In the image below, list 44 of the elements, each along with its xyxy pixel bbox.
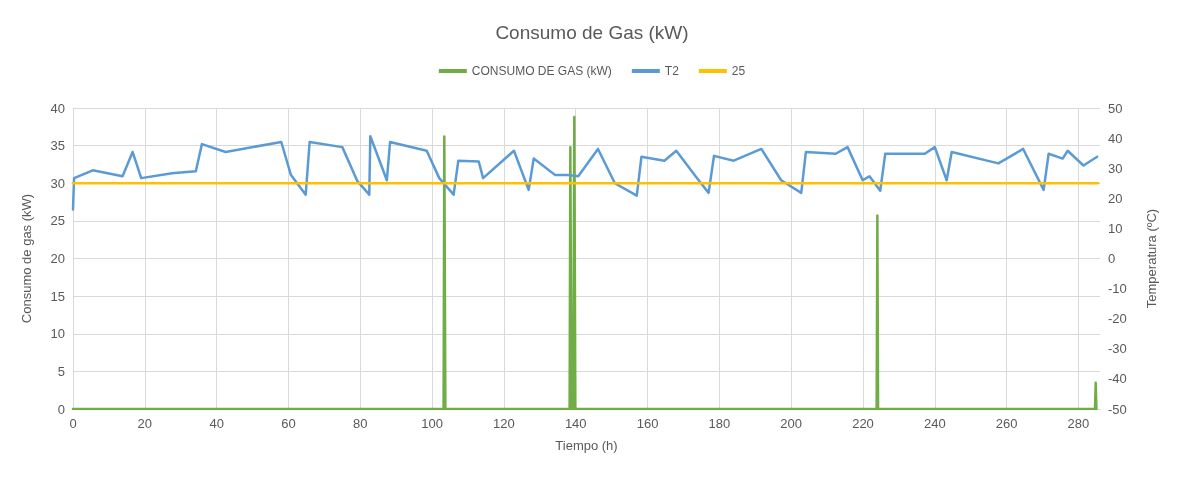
x-tick-label: 160 — [636, 416, 659, 431]
x-tick-label: 200 — [780, 416, 803, 431]
x-tick-label: 260 — [995, 416, 1018, 431]
y2-tick-label: 0 — [1108, 251, 1116, 266]
y-tick-label: 35 — [50, 138, 65, 154]
x-tick-label: 140 — [564, 416, 587, 431]
y2-tick-label: 40 — [1108, 130, 1123, 146]
y-tick-label: 20 — [50, 251, 65, 266]
y-tick-label: 25 — [50, 213, 65, 229]
x-tick-label: 20 — [137, 416, 153, 431]
y-tick-label: 0 — [57, 401, 65, 417]
y2-tick-label: 20 — [1108, 190, 1123, 206]
x-tick-label: 100 — [421, 416, 443, 431]
chart-title: Consumo de Gas (kW) — [495, 22, 689, 43]
y2-tick-label: -50 — [1108, 401, 1127, 417]
x-tick-label: 240 — [923, 416, 946, 431]
y2-tick-label: 10 — [1108, 220, 1123, 236]
y2-tick-label: -20 — [1108, 311, 1127, 327]
x-tick-label: 40 — [209, 416, 224, 431]
y2-tick-label: -40 — [1108, 371, 1127, 387]
legend-label: 25 — [731, 64, 746, 78]
y-axis-title: Consumo de gas (kW) — [19, 193, 34, 324]
y2-tick-label: 50 — [1108, 100, 1123, 116]
x-tick-label: 220 — [852, 416, 874, 431]
legend-label: T2 — [664, 64, 680, 78]
x-tick-label: 60 — [281, 416, 296, 431]
x-tick-label: 180 — [708, 416, 731, 431]
line-series — [71, 115, 1098, 411]
line-series — [71, 135, 1099, 211]
legend-label: CONSUMO DE GAS (kW) — [471, 64, 612, 78]
y-tick-label: 10 — [50, 326, 65, 342]
x-tick-label: 280 — [1067, 416, 1090, 431]
y-tick-label: 30 — [50, 175, 65, 191]
x-tick-label: 80 — [353, 416, 368, 431]
y2-axis-title: Temperatura (ºC) — [1144, 208, 1159, 309]
y-tick-label: 40 — [50, 100, 65, 116]
y2-tick-label: 30 — [1108, 160, 1123, 176]
y2-tick-label: -10 — [1108, 281, 1127, 297]
y-tick-label: 15 — [50, 288, 65, 304]
x-axis-title: Tiempo (h) — [555, 438, 618, 453]
x-tick-label: 0 — [69, 416, 77, 431]
y2-tick-label: -30 — [1108, 341, 1127, 357]
y-tick-label: 5 — [57, 363, 65, 379]
x-tick-label: 120 — [493, 416, 515, 431]
